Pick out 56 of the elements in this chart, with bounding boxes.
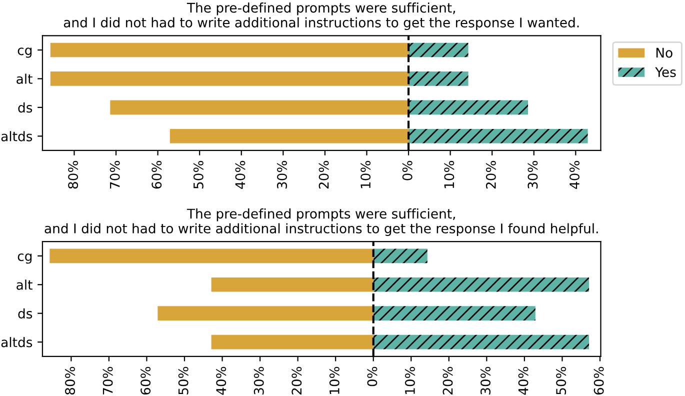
- x-tick-label: 0%: [402, 160, 412, 180]
- bar: [211, 334, 374, 350]
- x-tick-label: 10%: [329, 366, 340, 394]
- x-tick-label: 0%: [367, 366, 378, 386]
- x-tick-label: 50%: [178, 366, 188, 394]
- bar: [408, 100, 528, 115]
- bar: [50, 42, 409, 58]
- x-tick-label: 30%: [528, 160, 538, 189]
- y-tick-label: altds: [1, 131, 32, 142]
- bar: [408, 42, 468, 58]
- x-tick-label: 50%: [556, 366, 566, 394]
- x-tick-label: 40%: [216, 366, 226, 395]
- x-tick-label: 20%: [486, 160, 496, 189]
- x-tick-label: 50%: [193, 160, 204, 189]
- x-tick-label: 60%: [140, 366, 151, 395]
- legend-label: Yes: [655, 67, 676, 78]
- bar: [158, 306, 374, 321]
- x-tick-label: 60%: [152, 160, 162, 189]
- x-tick-label: 30%: [480, 366, 490, 394]
- x-tick-label: 40%: [235, 160, 246, 189]
- y-tick-label: altds: [1, 337, 32, 348]
- x-tick-label: 80%: [68, 160, 78, 189]
- x-tick-label: 10%: [360, 160, 371, 188]
- bar: [373, 248, 428, 264]
- bar: [50, 72, 409, 86]
- x-tick-label: 70%: [102, 366, 113, 394]
- x-tick-label: 30%: [277, 160, 287, 189]
- x-tick-label: 80%: [65, 366, 76, 395]
- bar: [373, 334, 590, 350]
- legend-label: No: [656, 48, 672, 58]
- bar: [170, 128, 409, 144]
- chart-title: The pre-defined prompts were sufficient, and I did not had to write additional instructions to get the response I wanted.: [64, 2, 579, 30]
- x-tick-label: 70%: [110, 160, 120, 188]
- x-tick-label: 20%: [292, 366, 302, 394]
- x-tick-label: 20%: [318, 160, 329, 189]
- x-tick-label: 60%: [594, 366, 604, 395]
- x-tick-label: 40%: [570, 160, 580, 189]
- y-tick-label: alt: [16, 74, 32, 84]
- bar: [211, 277, 374, 292]
- x-tick-label: 10%: [444, 160, 454, 188]
- y-tick-label: cg: [18, 254, 32, 264]
- bar: [373, 277, 590, 292]
- bar: [50, 248, 374, 264]
- x-tick-label: 20%: [442, 366, 453, 394]
- y-tick-label: cg: [18, 48, 32, 58]
- y-tick-label: alt: [16, 280, 32, 290]
- y-tick-label: ds: [18, 102, 32, 113]
- x-tick-label: 40%: [518, 366, 528, 395]
- bar: [408, 128, 588, 144]
- bar: [408, 72, 468, 86]
- x-tick-label: 30%: [254, 366, 264, 394]
- y-tick-label: ds: [18, 308, 32, 319]
- bar: [110, 100, 409, 115]
- chart-title: The pre-defined prompts were sufficient, and I did not had to write additional instructions to get the response I found helpful.: [44, 208, 598, 236]
- bar: [373, 306, 536, 321]
- x-tick-label: 10%: [404, 366, 415, 394]
